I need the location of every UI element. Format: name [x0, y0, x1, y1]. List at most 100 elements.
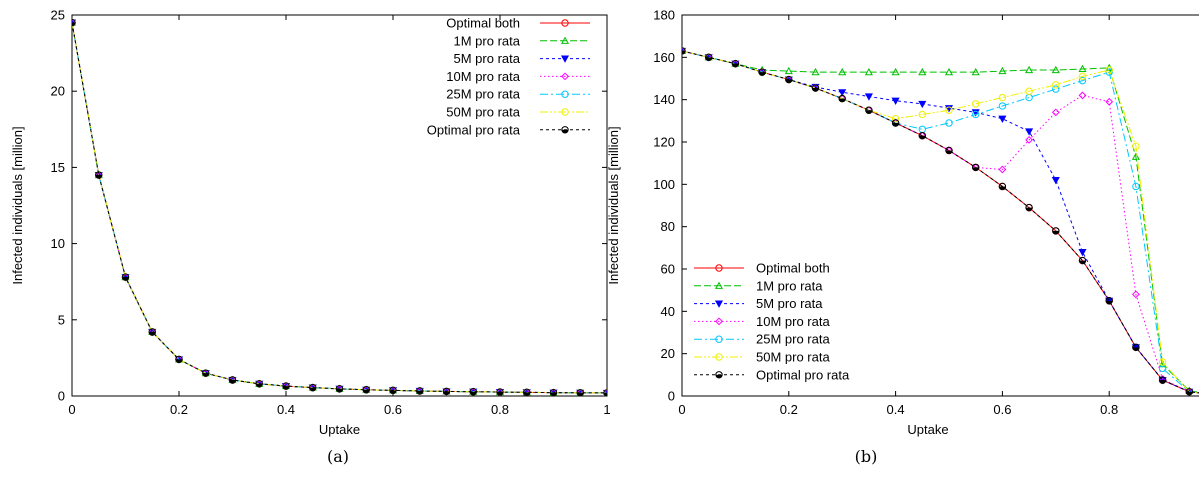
- data-point: [784, 66, 793, 75]
- legend-marker-sample: [561, 19, 569, 27]
- legend-label: 1M pro rata: [756, 278, 823, 293]
- data-point-fill: [892, 122, 899, 127]
- x-tick-label: 1: [603, 402, 610, 417]
- data-point: [811, 67, 820, 76]
- x-tick-label: 0.4: [887, 402, 905, 417]
- legend-marker-sample: [715, 335, 723, 343]
- x-tick-label: 0: [68, 402, 75, 417]
- data-point: [1052, 81, 1060, 89]
- y-axis-label: Infected individuals [million]: [10, 126, 25, 284]
- x-tick-label: 0.6: [993, 402, 1011, 417]
- data-point-fill: [945, 150, 953, 154]
- data-point-fill: [122, 277, 129, 281]
- data-point: [1078, 76, 1087, 85]
- data-point: [72, 18, 76, 27]
- data-point-fill: [785, 79, 792, 83]
- data-point-fill: [603, 392, 607, 396]
- x-tick-label: 0.6: [384, 402, 402, 417]
- data-point-fill: [758, 72, 766, 76]
- data-point: [864, 93, 873, 101]
- y-tick-label: 100: [653, 177, 675, 192]
- data-point-fill: [175, 359, 183, 363]
- data-point: [1158, 358, 1167, 366]
- legend-entry: 10M pro rata: [446, 69, 590, 84]
- data-point-fill: [416, 390, 423, 395]
- data-point: [1025, 65, 1034, 74]
- data-point: [1078, 64, 1087, 73]
- legend-entry: 1M pro rata: [454, 33, 590, 48]
- legend: Optimal both 1M pro rata 5M pro rata 10M pr…: [427, 16, 590, 137]
- data-point-fill: [732, 63, 739, 67]
- data-point: [1105, 68, 1113, 76]
- legend-entry: 25M pro rata: [694, 332, 830, 347]
- data-point-fill: [523, 392, 530, 396]
- data-point: [972, 100, 980, 108]
- data-point-fill: [812, 88, 819, 92]
- data-point: [944, 67, 954, 76]
- data-point-fill: [972, 167, 979, 171]
- data-point: [891, 115, 900, 123]
- data-point: [682, 47, 686, 55]
- series-line: [72, 22, 607, 394]
- y-tick-label: 0: [668, 389, 675, 404]
- series-line: [72, 22, 607, 394]
- data-point-fill: [682, 50, 686, 55]
- data-point-fill: [389, 390, 397, 394]
- y-tick-label: 40: [661, 304, 675, 319]
- series-line: [682, 50, 1199, 394]
- legend-entry: Optimal both: [446, 16, 590, 31]
- series-line: [682, 50, 1199, 393]
- data-point-fill: [1132, 347, 1140, 351]
- data-point: [998, 93, 1007, 102]
- data-point-fill: [95, 175, 102, 179]
- legend-marker-sample: [560, 55, 570, 63]
- data-point-fill: [149, 331, 156, 336]
- x-tick-label: 0.8: [1100, 402, 1118, 417]
- data-point-fill: [363, 389, 370, 393]
- legend-marker-sample: [561, 90, 569, 98]
- data-point: [838, 89, 847, 97]
- data-point: [945, 119, 953, 127]
- legend-entry: 25M pro rata: [446, 87, 590, 102]
- data-point-fill: [919, 135, 926, 139]
- legend-label: 5M pro rata: [756, 296, 823, 311]
- data-point: [998, 102, 1007, 110]
- data-point: [891, 97, 900, 105]
- legend-label: 10M pro rata: [756, 314, 830, 329]
- legend-marker-sample-fill: [561, 129, 569, 134]
- data-point: [1105, 66, 1113, 74]
- y-tick-label: 120: [653, 135, 675, 150]
- chart-panel-b: 0 0.2 0.4 0.6 0.8 0 20 40 60 80 100 120 140 160 180 Upt…: [606, 8, 1199, 466]
- data-point: [1078, 249, 1087, 257]
- x-axis-label: Uptake: [319, 422, 360, 437]
- y-tick-label: 10: [51, 236, 65, 251]
- series-50m-pro-rata: [72, 18, 607, 396]
- data-point: [918, 110, 926, 119]
- legend-marker-sample: [714, 281, 724, 289]
- legend-marker-sample-fill: [715, 374, 723, 378]
- data-point: [1025, 87, 1033, 95]
- series-line: [72, 22, 607, 394]
- series-line: [72, 22, 607, 394]
- y-tick-label: 140: [653, 92, 675, 107]
- data-point-fill: [705, 57, 712, 61]
- data-point-fill: [443, 391, 450, 395]
- legend-label: 50M pro rata: [756, 350, 830, 365]
- data-point: [998, 66, 1007, 75]
- legend-marker-sample: [560, 36, 570, 44]
- y-tick-label: 180: [653, 8, 675, 23]
- data-point-fill: [1025, 207, 1033, 211]
- y-axis-label: Infected individuals [million]: [606, 126, 621, 284]
- data-point: [603, 389, 607, 396]
- data-point: [1025, 128, 1034, 136]
- y-tick-label: 20: [661, 346, 675, 361]
- data-point: [1131, 152, 1140, 160]
- y-tick-label: 20: [51, 84, 65, 99]
- data-point: [1051, 108, 1060, 117]
- y-tick-label: 5: [58, 312, 65, 327]
- series-5m-pro-rata: [72, 19, 607, 396]
- legend: Optimal both 1M pro rata 5M pro rata 10M pr…: [694, 261, 850, 382]
- legend-marker-sample: [561, 108, 569, 116]
- legend-label: Optimal both: [756, 261, 830, 276]
- data-point: [971, 67, 980, 76]
